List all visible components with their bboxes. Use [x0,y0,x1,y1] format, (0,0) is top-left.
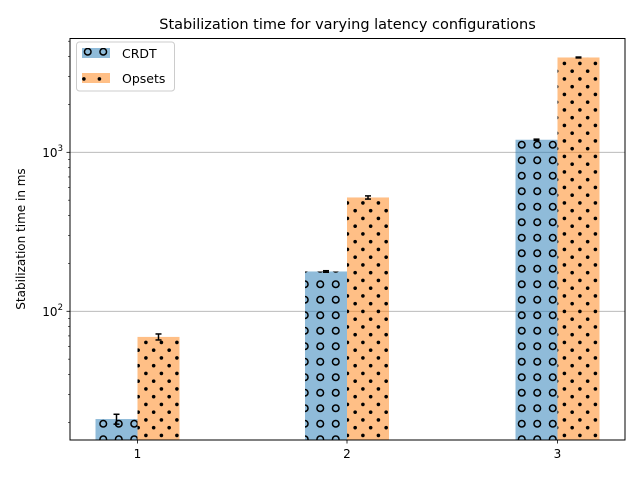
errorbar-crdt-2 [323,269,329,274]
x-axis: 1 2 3 [134,440,562,461]
chart-title: Stabilization time for varying latency c… [159,17,536,33]
y-axis-label: Stabilization time in ms [14,168,28,309]
y-axis: 102 103 [42,40,70,423]
x-tick-label-3: 3 [554,447,562,461]
errorbar-crdt-1 [113,413,120,425]
bar-hatch-opsets-1 [137,336,180,440]
legend-swatch-hatch-opsets [82,73,110,83]
x-tick-label-1: 1 [134,447,142,461]
y-tick-label-0: 102 [42,303,63,319]
bar-hatch-opsets-2 [347,197,389,440]
y-tick-label-1: 103 [42,144,63,160]
errorbar-crdt-3 [533,138,540,142]
errorbar-layer [113,56,582,425]
x-tick-label-2: 2 [343,447,351,461]
errorbar-opsets-3 [575,56,582,59]
bar-hatch-opsets-3 [557,57,600,441]
bar-hatch-crdt-3 [515,139,558,441]
legend-label-crdt: CRDT [122,46,157,61]
bar-hatch-crdt-2 [305,271,347,440]
errorbar-opsets-1 [155,333,162,341]
bars-layer [95,57,600,441]
legend-swatch-hatch-crdt [82,48,110,58]
legend-label-opsets: Opsets [122,71,165,86]
errorbar-opsets-2 [365,195,371,200]
bar-hatch-crdt-1 [95,419,138,440]
legend-items: CRDT Opsets [82,46,165,86]
plot-frame [69,38,626,441]
legend: CRDT Opsets [76,41,175,92]
